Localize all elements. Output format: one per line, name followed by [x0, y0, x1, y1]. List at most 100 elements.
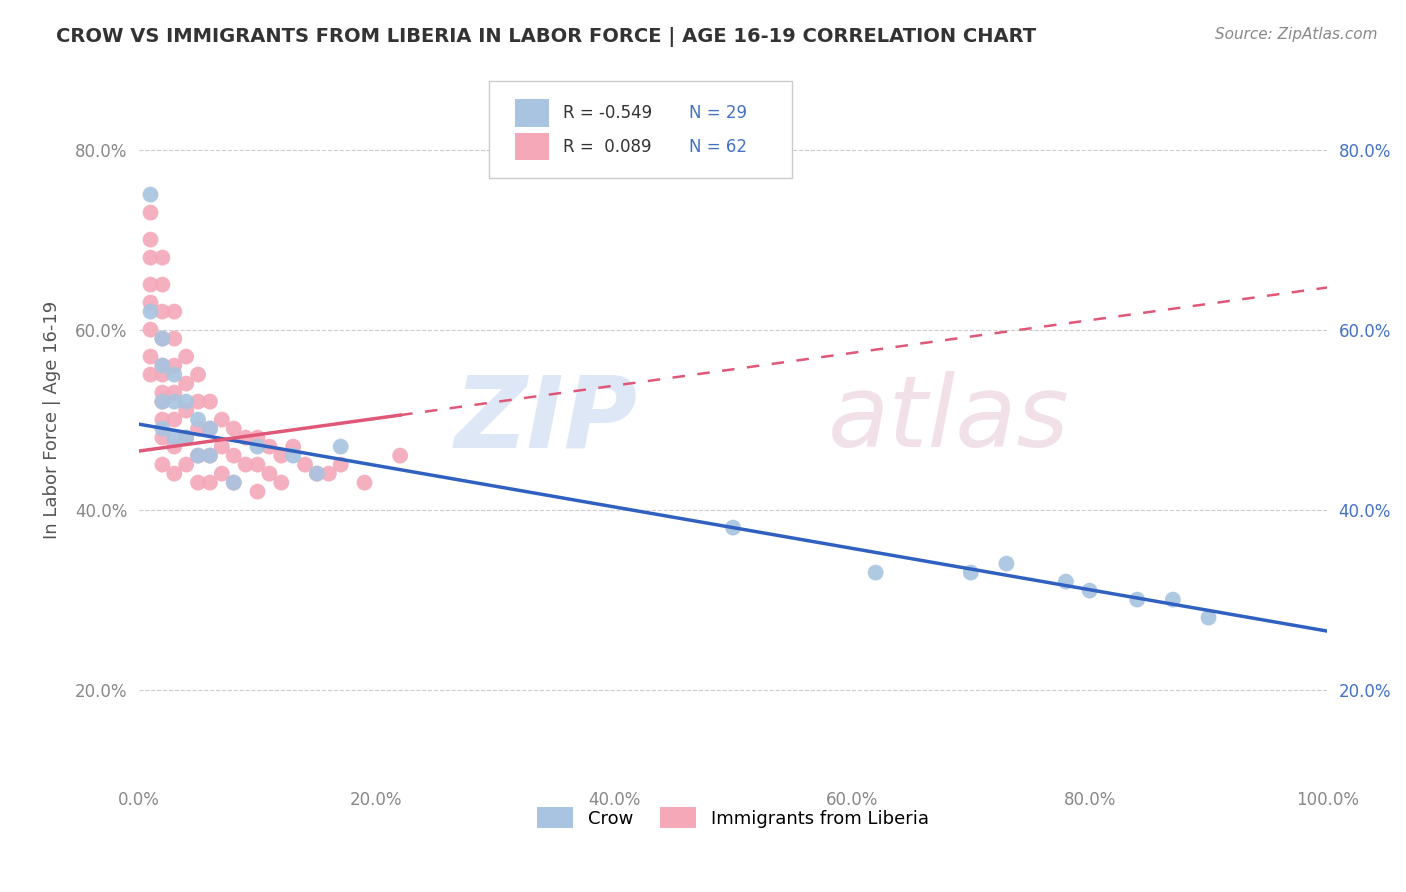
Point	[187, 412, 209, 426]
FancyBboxPatch shape	[489, 81, 793, 178]
Point	[198, 475, 221, 490]
Point	[246, 458, 269, 472]
Point	[152, 422, 174, 436]
Point	[1054, 574, 1077, 589]
Point	[152, 359, 174, 373]
Point	[1198, 610, 1220, 624]
Point	[174, 458, 197, 472]
Point	[174, 350, 197, 364]
Point	[1161, 592, 1184, 607]
Point	[211, 440, 233, 454]
Point	[329, 458, 352, 472]
Point	[235, 431, 257, 445]
Point	[139, 295, 162, 310]
Point	[198, 449, 221, 463]
Point	[174, 376, 197, 391]
Text: N = 62: N = 62	[689, 137, 747, 156]
Point	[198, 449, 221, 463]
Point	[187, 368, 209, 382]
Point	[294, 458, 316, 472]
Point	[198, 422, 221, 436]
Point	[163, 467, 186, 481]
Point	[152, 332, 174, 346]
Text: ZIP: ZIP	[456, 371, 638, 468]
Point	[283, 449, 305, 463]
Point	[721, 520, 744, 534]
Point	[211, 412, 233, 426]
Point	[139, 233, 162, 247]
Bar	[516, 133, 548, 161]
Point	[139, 350, 162, 364]
Point	[187, 475, 209, 490]
Point	[152, 304, 174, 318]
Point	[995, 557, 1018, 571]
Bar	[516, 99, 548, 127]
Point	[139, 205, 162, 219]
Text: atlas: atlas	[828, 371, 1070, 468]
Point	[139, 323, 162, 337]
Point	[1078, 583, 1101, 598]
Point	[283, 440, 305, 454]
Point	[246, 440, 269, 454]
Point	[174, 394, 197, 409]
Point	[152, 458, 174, 472]
Point	[222, 475, 245, 490]
Point	[163, 359, 186, 373]
Point	[1126, 592, 1149, 607]
Point	[305, 467, 328, 481]
Point	[163, 304, 186, 318]
Point	[235, 458, 257, 472]
Point	[198, 394, 221, 409]
Point	[152, 251, 174, 265]
Point	[152, 368, 174, 382]
Point	[222, 449, 245, 463]
Legend: Crow, Immigrants from Liberia: Crow, Immigrants from Liberia	[530, 800, 936, 836]
Point	[139, 304, 162, 318]
Point	[163, 412, 186, 426]
Point	[222, 422, 245, 436]
Point	[163, 431, 186, 445]
Y-axis label: In Labor Force | Age 16-19: In Labor Force | Age 16-19	[44, 301, 60, 539]
Point	[163, 332, 186, 346]
Text: R =  0.089: R = 0.089	[562, 137, 651, 156]
Point	[163, 368, 186, 382]
Point	[152, 431, 174, 445]
Point	[152, 359, 174, 373]
Text: Source: ZipAtlas.com: Source: ZipAtlas.com	[1215, 27, 1378, 42]
Point	[187, 449, 209, 463]
Point	[198, 422, 221, 436]
Point	[139, 277, 162, 292]
Point	[163, 385, 186, 400]
Point	[959, 566, 981, 580]
Point	[152, 332, 174, 346]
Text: R = -0.549: R = -0.549	[562, 103, 652, 122]
Point	[152, 394, 174, 409]
Point	[353, 475, 375, 490]
Point	[305, 467, 328, 481]
Point	[246, 431, 269, 445]
Point	[329, 440, 352, 454]
Point	[222, 475, 245, 490]
Point	[270, 449, 292, 463]
Point	[259, 467, 281, 481]
Point	[270, 475, 292, 490]
Point	[187, 449, 209, 463]
Text: CROW VS IMMIGRANTS FROM LIBERIA IN LABOR FORCE | AGE 16-19 CORRELATION CHART: CROW VS IMMIGRANTS FROM LIBERIA IN LABOR…	[56, 27, 1036, 46]
Point	[163, 394, 186, 409]
Point	[187, 394, 209, 409]
Point	[174, 403, 197, 417]
Point	[174, 431, 197, 445]
Point	[139, 368, 162, 382]
Text: N = 29: N = 29	[689, 103, 747, 122]
Point	[389, 449, 412, 463]
Point	[152, 394, 174, 409]
Point	[318, 467, 340, 481]
Point	[211, 467, 233, 481]
Point	[152, 277, 174, 292]
Point	[152, 385, 174, 400]
Point	[139, 187, 162, 202]
Point	[152, 412, 174, 426]
Point	[187, 422, 209, 436]
Point	[865, 566, 887, 580]
Point	[259, 440, 281, 454]
